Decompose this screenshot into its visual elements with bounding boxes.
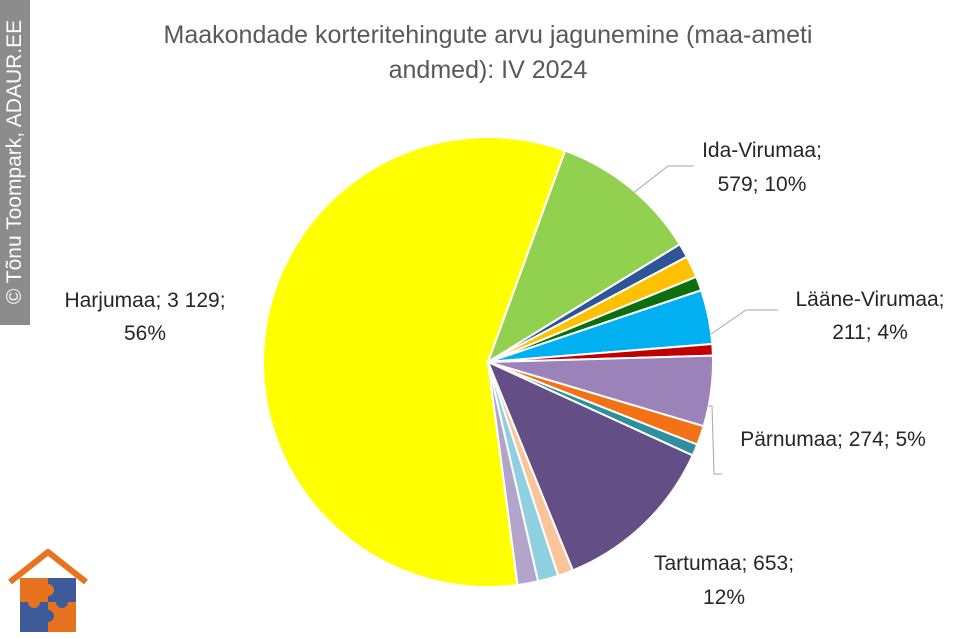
pie-slice-harjumaa xyxy=(261,136,567,588)
chart-title-line-2: andmed): IV 2024 xyxy=(389,56,588,84)
label-ida-virumaa-line-2: 579; 10% xyxy=(718,173,807,196)
pie-slice-14 xyxy=(487,361,540,587)
leader-line-parnumaa xyxy=(706,405,722,475)
label-harjumaa-line-2: 56% xyxy=(124,322,166,345)
copyright-watermark: © Tõnu Toompark, ADAUR.EE xyxy=(0,0,30,325)
label-ida-virumaa-line-1: Ida-Virumaa; xyxy=(702,139,822,162)
chart-title-line-1: Maakondade korteritehingute arvu jagunem… xyxy=(164,21,813,49)
pie-slices xyxy=(261,136,714,588)
label-laane-virumaa-line-2: 211; 4% xyxy=(832,321,908,344)
label-harjumaa-line-1: Harjumaa; 3 129; xyxy=(64,289,225,312)
leader-line-ida-virumaa xyxy=(631,165,694,195)
label-tartumaa-line-1: Tartumaa; 653; xyxy=(654,552,794,575)
label-laane-virumaa-line-1: Lääne-Virumaa; xyxy=(795,288,944,311)
label-parnumaa: Pärnumaa; 274; 5% xyxy=(740,428,926,451)
logo xyxy=(8,549,88,632)
leader-line-laane-virumaa xyxy=(710,309,778,335)
leader-lines xyxy=(631,165,778,475)
pie-slice-ida-virumaa xyxy=(486,149,682,365)
pie-slice-tartumaa xyxy=(486,360,695,572)
data-labels: Harjumaa; 3 129; 56% Ida-Virumaa; 579; 1… xyxy=(64,139,944,609)
label-tartumaa-line-2: 12% xyxy=(703,586,745,609)
